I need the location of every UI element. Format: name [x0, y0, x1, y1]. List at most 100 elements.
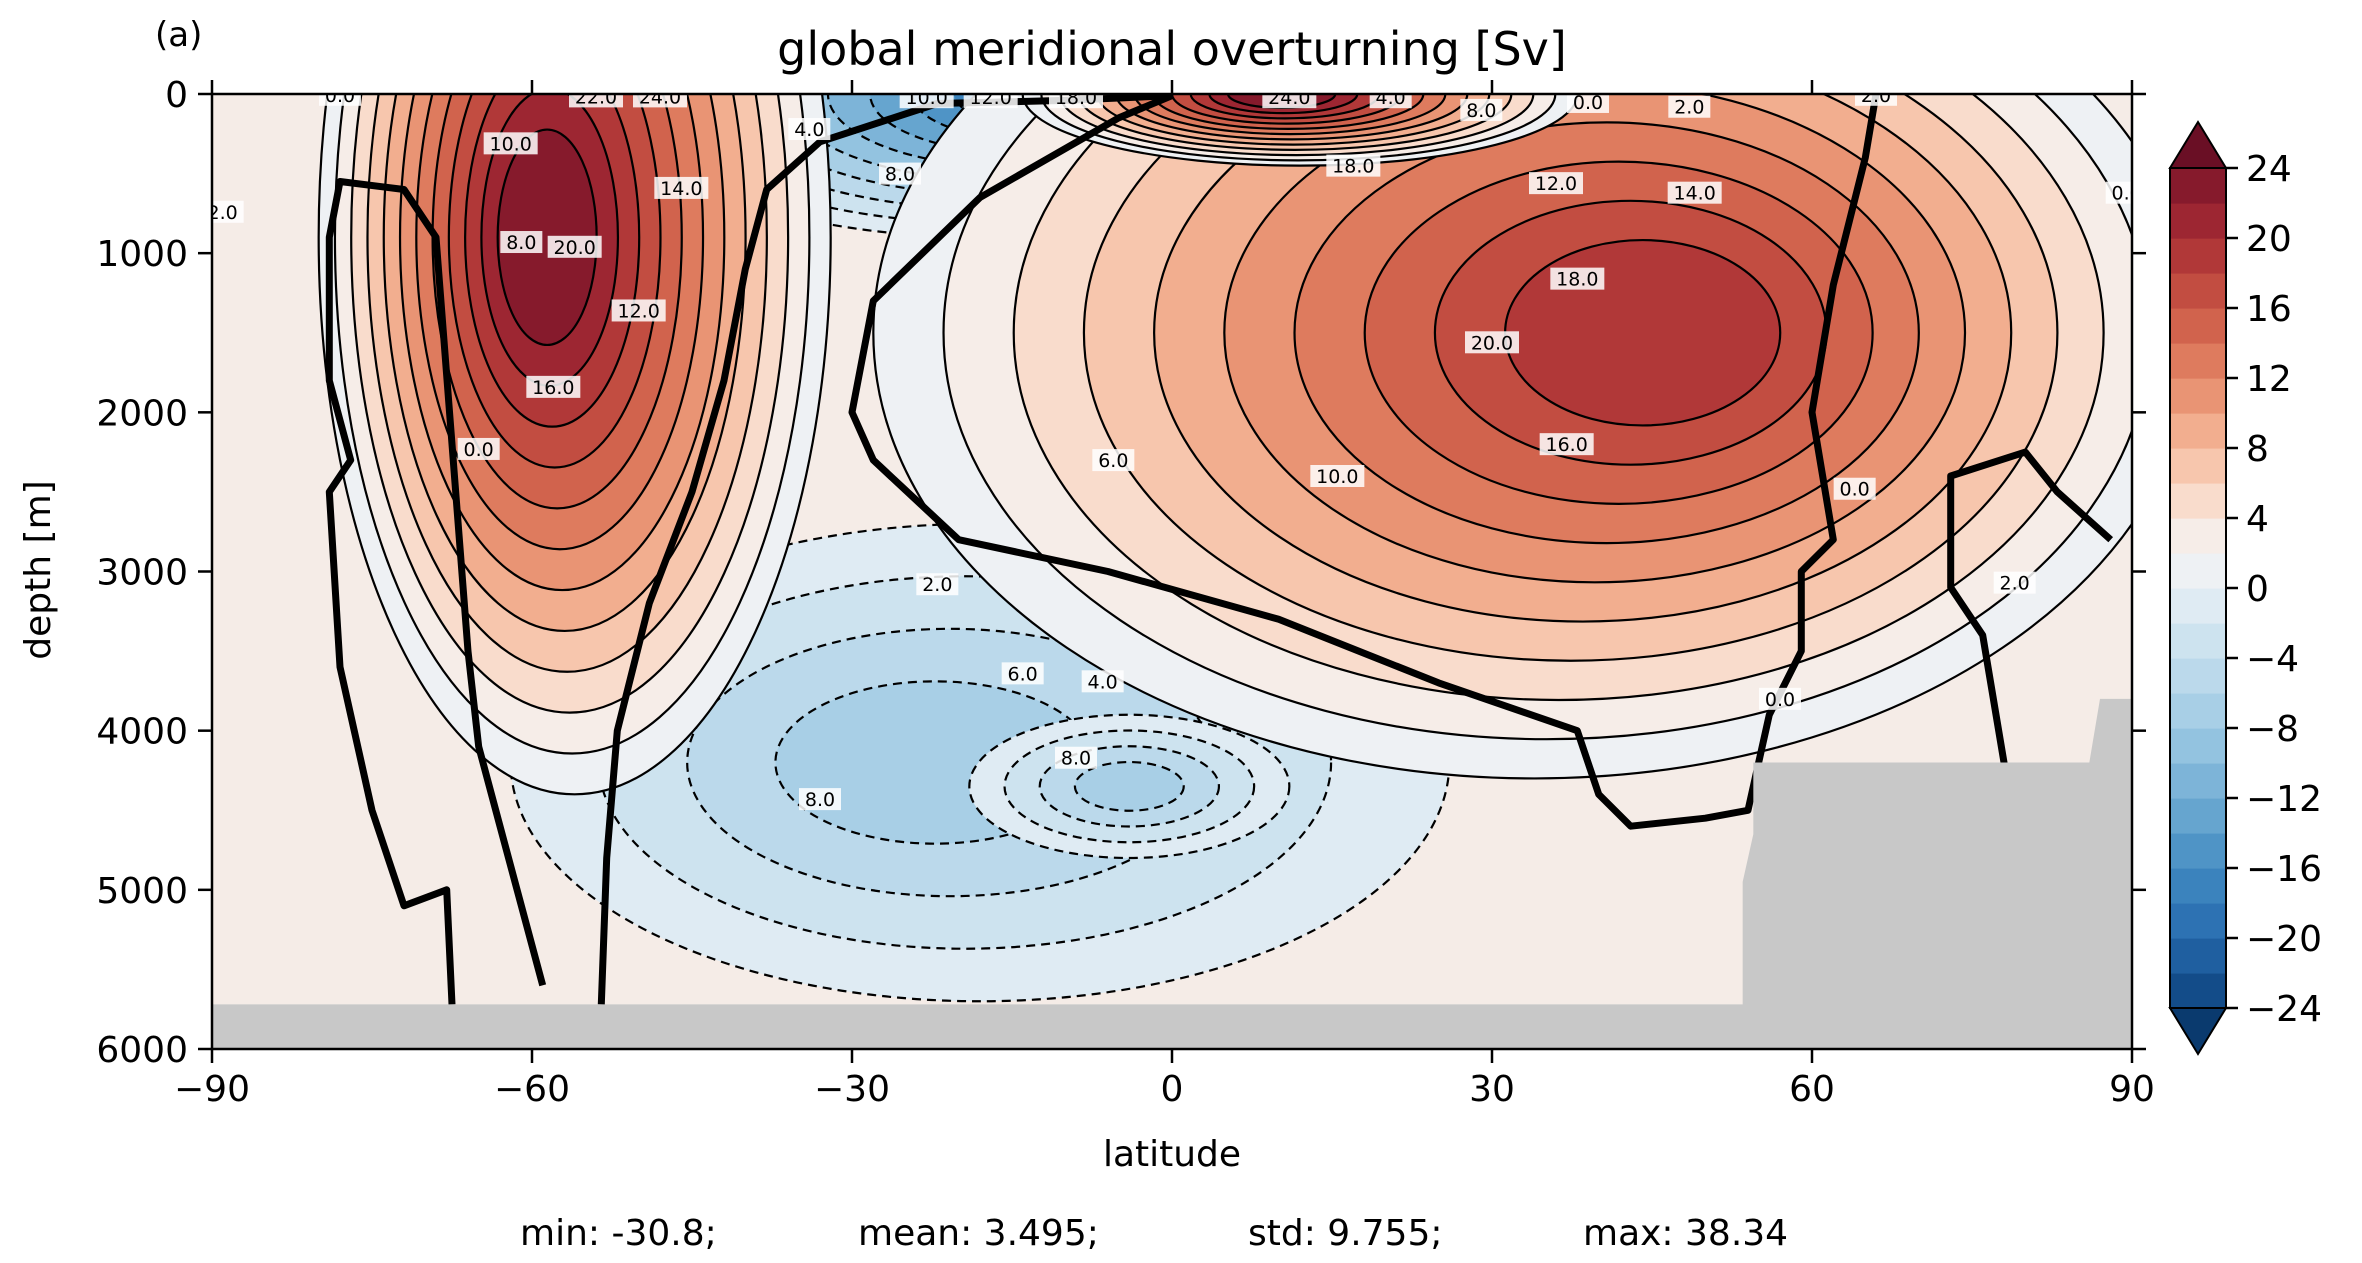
contour-label: 14.0 — [1667, 181, 1722, 205]
x-tick-label: 60 — [1789, 1069, 1835, 1110]
svg-text:12.0: 12.0 — [1535, 173, 1577, 195]
zero-contour-south — [325, 178, 547, 1005]
contour-labels: 0.0 22.0 24.0 10.0 8.0 20.0 14.0 12.0 16.0 0.0 2.0… — [208, 85, 2142, 811]
colorbar-tick-label: −12 — [2246, 779, 2322, 820]
svg-text:0.0: 0.0 — [2112, 183, 2142, 205]
colorbar-bin — [2170, 448, 2226, 484]
colorbar-bin — [2170, 763, 2226, 799]
colorbar-bin — [2170, 343, 2226, 379]
contour-label: 8.0 — [500, 231, 543, 254]
colorbar-bin — [2170, 483, 2226, 519]
panel-label: (a) — [155, 15, 202, 55]
colorbar-bin — [2170, 728, 2226, 764]
contour-label: 2.0 — [1993, 571, 2036, 595]
contour-label: 12.0 — [963, 87, 1018, 109]
x-tick-label: −60 — [494, 1069, 570, 1110]
svg-text:2.0: 2.0 — [2000, 573, 2030, 595]
x-tick-label: 0 — [1161, 1069, 1184, 1110]
colorbar-bin — [2170, 308, 2226, 344]
svg-text:24.0: 24.0 — [639, 86, 681, 108]
colorbar-tick-label: −8 — [2246, 709, 2299, 750]
contour-label: 18.0 — [1049, 94, 1103, 109]
contour-label: 20.0 — [1465, 331, 1519, 354]
svg-text:24.0: 24.0 — [1268, 87, 1310, 109]
svg-text:0.0: 0.0 — [464, 439, 494, 461]
north-atlantic-cell-level — [1504, 238, 1782, 427]
svg-text:8.0: 8.0 — [506, 232, 536, 254]
colorbar-tick-label: −20 — [2246, 919, 2322, 960]
contour-label: 12.0 — [611, 299, 666, 322]
contour-label: 20.0 — [547, 235, 602, 259]
y-tick-label: 2000 — [96, 393, 188, 434]
y-tick-label: 1000 — [96, 234, 188, 275]
colorbar-bin — [2170, 973, 2226, 1009]
x-axis-label: latitude — [1103, 1134, 1241, 1175]
contour-label: 8.0 — [799, 788, 841, 811]
svg-text:14.0: 14.0 — [1674, 183, 1716, 205]
contour-label: 0.0 — [1567, 92, 1609, 114]
contour-label: 0.0 — [2105, 181, 2142, 205]
statistics-footer: min: -30.8; mean: 3.495; std: 9.755; max… — [520, 1213, 1788, 1254]
svg-text:0.0: 0.0 — [1573, 92, 1603, 114]
svg-text:18.0: 18.0 — [1332, 156, 1374, 178]
svg-text:20.0: 20.0 — [554, 237, 596, 259]
contour-label: 10.0 — [1310, 465, 1365, 488]
contour-label: 16.0 — [1539, 433, 1594, 456]
svg-text:8.0: 8.0 — [805, 789, 835, 811]
contour-label: 14.0 — [654, 176, 709, 200]
x-tick-label: 30 — [1469, 1069, 1515, 1110]
colorbar: 24 20 16 12 8 4 0 −4 −8 −12 −16 −20 −24 — [2168, 120, 2322, 1056]
y-axis-label: depth [m] — [18, 480, 59, 659]
svg-text:8.0: 8.0 — [1466, 100, 1496, 122]
colorbar-bin — [2170, 553, 2226, 589]
svg-text:16.0: 16.0 — [1546, 434, 1588, 456]
svg-text:8.0: 8.0 — [885, 164, 915, 186]
contour-label: 8.0 — [879, 162, 921, 186]
svg-text:2.0: 2.0 — [208, 202, 238, 224]
svg-text:4.0: 4.0 — [794, 119, 824, 141]
colorbar-bin — [2170, 623, 2226, 659]
svg-text:2.0: 2.0 — [1861, 85, 1891, 107]
contour-label: 18.0 — [1550, 267, 1605, 291]
x-tick-label: −90 — [174, 1069, 250, 1110]
chart-title: global meridional overturning [Sv] — [777, 22, 1567, 76]
colorbar-bin — [2170, 833, 2226, 869]
colorbar-tick-label: −24 — [2246, 989, 2322, 1030]
colorbar-tick-label: 12 — [2246, 359, 2292, 400]
colorbar-extend-max — [2168, 120, 2228, 169]
svg-text:18.0: 18.0 — [1556, 269, 1598, 291]
y-tick-label: 6000 — [96, 1030, 188, 1071]
contour-label: 0.0 — [319, 85, 361, 107]
svg-text:12.0: 12.0 — [970, 87, 1012, 109]
contour-label: 24.0 — [1262, 87, 1317, 109]
colorbar-bin — [2170, 378, 2226, 414]
svg-text:4.0: 4.0 — [1088, 671, 1118, 693]
colorbar-bin — [2170, 938, 2226, 974]
stat-max: max: 38.34 — [1583, 1213, 1788, 1254]
contour-label: 10.0 — [483, 132, 538, 155]
colorbar-tick-label: 24 — [2246, 149, 2292, 190]
contour-label: 4.0 — [788, 118, 831, 141]
zero-contour-southern-front — [597, 94, 1173, 1005]
y-tick-label: 5000 — [96, 871, 188, 912]
plot-area: 0.0 22.0 24.0 10.0 8.0 20.0 14.0 12.0 16.0 0.0 2.0… — [208, 85, 2142, 1049]
colorbar-bin — [2170, 238, 2226, 274]
svg-text:0.0: 0.0 — [325, 85, 355, 107]
contour-label: 0.0 — [1833, 477, 1876, 501]
contour-label: 2.0 — [916, 573, 959, 596]
svg-text:10.0: 10.0 — [490, 133, 532, 155]
svg-text:12.0: 12.0 — [618, 300, 660, 322]
contour-label: 10.0 — [899, 94, 954, 109]
contour-label: 6.0 — [1001, 662, 1044, 685]
contour-label: 2.0 — [208, 200, 244, 224]
colorbar-tick-label: 16 — [2246, 289, 2292, 330]
colorbar-extend-min — [2168, 1007, 2228, 1056]
contour-label: 0.0 — [1759, 687, 1801, 711]
colorbar-bin — [2170, 273, 2226, 309]
colorbar-bin — [2170, 413, 2226, 449]
contour-label: 8.0 — [1460, 98, 1503, 122]
colorbar-bin — [2170, 203, 2226, 239]
colorbar-tick-label: −16 — [2246, 849, 2322, 890]
contour-label: 2.0 — [1668, 95, 1711, 119]
contour-label: 22.0 — [569, 94, 623, 108]
